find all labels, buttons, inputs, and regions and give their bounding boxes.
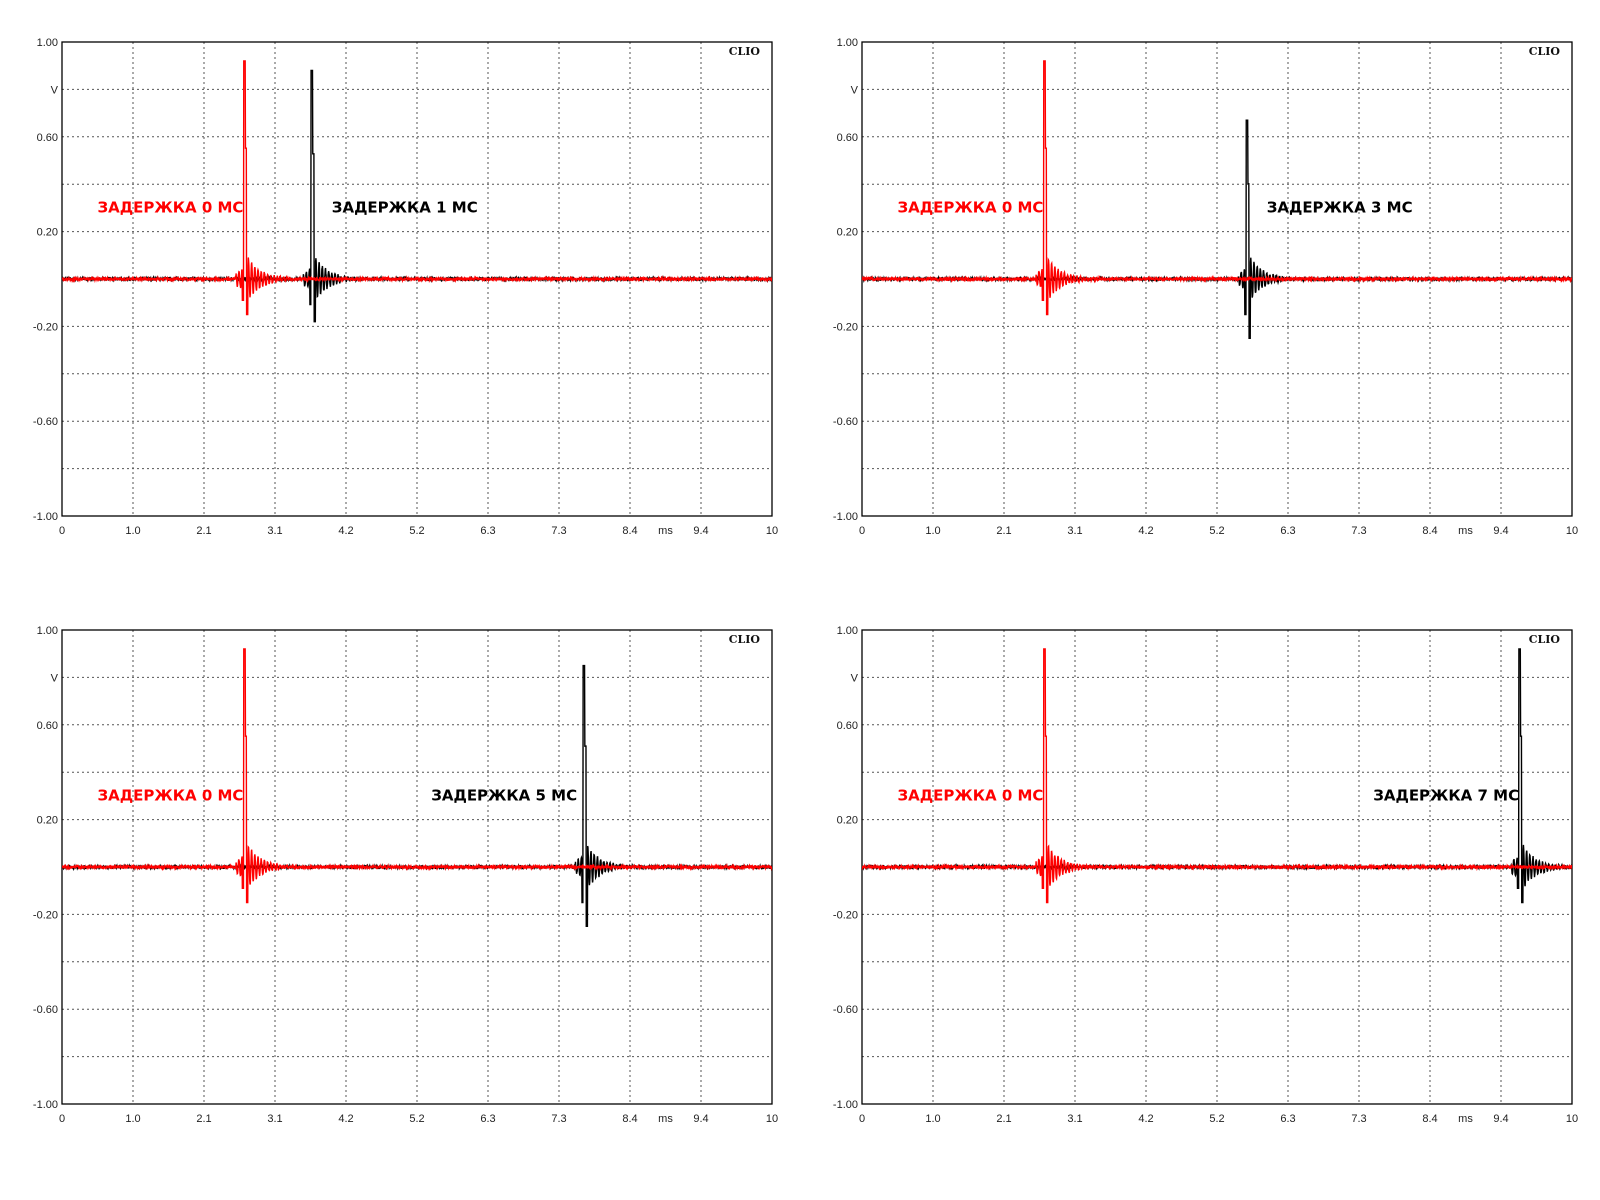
y-tick-label: -1.00 xyxy=(33,511,58,523)
x-tick-label: 0 xyxy=(859,1113,865,1125)
chart-panel-4: 0 1.0 2.1 3.1 4.2 5.2 6.3 7.3 8.4 9.4 10 ms 1.00 0.60… xyxy=(833,625,1578,1125)
x-tick-label: 0 xyxy=(59,1113,65,1125)
x-tick-label: 1.0 xyxy=(125,525,140,537)
series-line-reference xyxy=(62,648,772,904)
annotation-delayed: ЗАДЕРЖКА 1 МС xyxy=(332,199,478,217)
x-tick-label: 0 xyxy=(859,525,865,537)
annotation-reference: ЗАДЕРЖКА 0 МС xyxy=(98,787,244,805)
y-tick-label: 0.20 xyxy=(37,815,58,827)
y-tick-label: -1.00 xyxy=(833,511,858,523)
y-tick-label: 0.20 xyxy=(837,227,858,239)
y-tick-label: 0.60 xyxy=(37,132,58,144)
x-tick-label: 7.3 xyxy=(1351,1113,1366,1125)
y-tick-label: 0.20 xyxy=(37,227,58,239)
y-tick-label: 0.60 xyxy=(837,132,858,144)
y-tick-label: -0.60 xyxy=(33,1004,58,1016)
x-tick-label: 1.0 xyxy=(925,1113,940,1125)
x-tick-label: 9.4 xyxy=(693,525,708,537)
x-tick-label: 2.1 xyxy=(996,1113,1011,1125)
chart-panel-2: 0 1.0 2.1 3.1 4.2 5.2 6.3 7.3 8.4 9.4 10 ms 1.00 0.60… xyxy=(833,37,1578,537)
series-line-reference xyxy=(862,648,1572,904)
x-tick-label: 2.1 xyxy=(196,1113,211,1125)
x-tick-label: 5.2 xyxy=(409,525,424,537)
x-tick-label: 0 xyxy=(59,525,65,537)
series-line-reference xyxy=(862,60,1572,316)
x-tick-label: 4.2 xyxy=(1138,1113,1153,1125)
x-tick-label: 3.1 xyxy=(1067,525,1082,537)
grid xyxy=(862,630,1572,1104)
x-tick-label: 3.1 xyxy=(267,525,282,537)
y-tick-label: -0.20 xyxy=(833,909,858,921)
x-tick-label: 9.4 xyxy=(1493,525,1508,537)
y-tick-label: -0.60 xyxy=(833,1004,858,1016)
y-unit-label: V xyxy=(51,84,59,96)
y-tick-label: 1.00 xyxy=(37,37,58,49)
brand-label: CLIO xyxy=(729,45,761,58)
x-tick-label: 3.1 xyxy=(1067,1113,1082,1125)
annotation-reference: ЗАДЕРЖКА 0 МС xyxy=(898,787,1044,805)
x-tick-label: 6.3 xyxy=(1280,1113,1295,1125)
brand-label: CLIO xyxy=(729,633,761,646)
x-tick-label: 7.3 xyxy=(551,525,566,537)
y-tick-label: 0.20 xyxy=(837,815,858,827)
x-tick-label: 9.4 xyxy=(693,1113,708,1125)
x-tick-label: 10 xyxy=(766,1113,778,1125)
x-tick-label: 8.4 xyxy=(622,1113,637,1125)
x-tick-label: 10 xyxy=(1566,525,1578,537)
y-tick-label: -0.60 xyxy=(33,416,58,428)
x-tick-label: 10 xyxy=(766,525,778,537)
x-tick-label: 5.2 xyxy=(1209,525,1224,537)
chart-panel-1: 0 1.0 2.1 3.1 4.2 5.2 6.3 7.3 8.4 9.4 10 ms 1.00 0.60… xyxy=(33,37,778,537)
brand-label: CLIO xyxy=(1529,633,1561,646)
x-unit-label: ms xyxy=(658,525,673,537)
annotation-reference: ЗАДЕРЖКА 0 МС xyxy=(898,199,1044,217)
x-tick-label: 9.4 xyxy=(1493,1113,1508,1125)
y-tick-label: -0.20 xyxy=(833,321,858,333)
series-line-reference xyxy=(62,60,772,316)
y-unit-label: V xyxy=(51,672,59,684)
x-unit-label: ms xyxy=(658,1113,673,1125)
x-tick-label: 8.4 xyxy=(1422,525,1437,537)
annotation-delayed: ЗАДЕРЖКА 3 МС xyxy=(1267,199,1413,217)
annotation-delayed: ЗАДЕРЖКА 7 МС xyxy=(1373,787,1519,805)
x-unit-label: ms xyxy=(1458,1113,1473,1125)
y-tick-label: 1.00 xyxy=(837,37,858,49)
x-tick-label: 4.2 xyxy=(338,525,353,537)
x-tick-label: 7.3 xyxy=(551,1113,566,1125)
chart-panel-3: 0 1.0 2.1 3.1 4.2 5.2 6.3 7.3 8.4 9.4 10 ms 1.00 0.60… xyxy=(33,625,778,1125)
x-tick-label: 6.3 xyxy=(480,1113,495,1125)
y-tick-label: 1.00 xyxy=(837,625,858,637)
annotation-reference: ЗАДЕРЖКА 0 МС xyxy=(98,199,244,217)
x-tick-label: 1.0 xyxy=(125,1113,140,1125)
grid xyxy=(62,42,772,516)
brand-label: CLIO xyxy=(1529,45,1561,58)
y-tick-label: -1.00 xyxy=(833,1099,858,1111)
y-tick-label: 0.60 xyxy=(37,720,58,732)
y-tick-label: -1.00 xyxy=(33,1099,58,1111)
x-tick-label: 5.2 xyxy=(409,1113,424,1125)
y-tick-label: -0.20 xyxy=(33,321,58,333)
x-tick-label: 4.2 xyxy=(338,1113,353,1125)
y-unit-label: V xyxy=(851,672,859,684)
x-tick-label: 6.3 xyxy=(480,525,495,537)
y-tick-label: 0.60 xyxy=(837,720,858,732)
x-tick-label: 10 xyxy=(1566,1113,1578,1125)
annotation-delayed: ЗАДЕРЖКА 5 МС xyxy=(431,787,577,805)
x-tick-label: 1.0 xyxy=(925,525,940,537)
x-tick-label: 7.3 xyxy=(1351,525,1366,537)
x-tick-label: 2.1 xyxy=(196,525,211,537)
x-tick-label: 5.2 xyxy=(1209,1113,1224,1125)
y-tick-label: -0.60 xyxy=(833,416,858,428)
x-tick-label: 6.3 xyxy=(1280,525,1295,537)
x-tick-label: 8.4 xyxy=(622,525,637,537)
x-tick-label: 4.2 xyxy=(1138,525,1153,537)
y-tick-label: 1.00 xyxy=(37,625,58,637)
x-tick-label: 3.1 xyxy=(267,1113,282,1125)
x-tick-label: 2.1 xyxy=(996,525,1011,537)
x-unit-label: ms xyxy=(1458,525,1473,537)
y-unit-label: V xyxy=(851,84,859,96)
x-tick-label: 8.4 xyxy=(1422,1113,1437,1125)
y-tick-label: -0.20 xyxy=(33,909,58,921)
